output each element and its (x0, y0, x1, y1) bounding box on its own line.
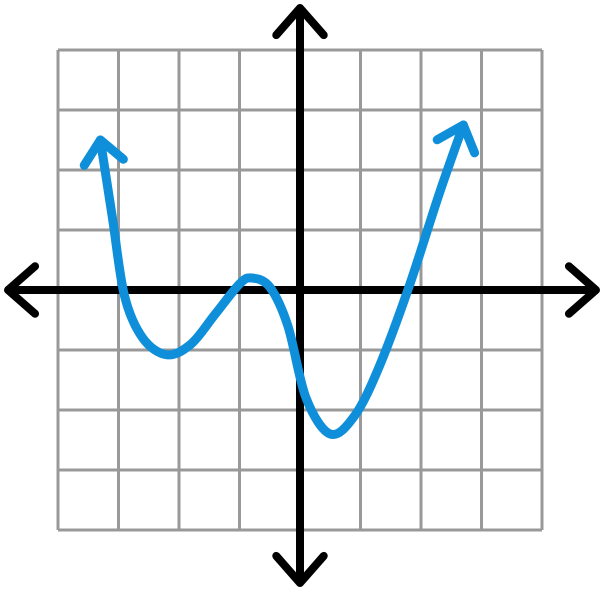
axis-arrow (272, 551, 328, 587)
axis-arrow (4, 262, 40, 318)
curve-arrow (432, 120, 480, 158)
curve (95, 120, 468, 439)
axis-arrow (564, 262, 600, 318)
axis-arrow (272, 4, 328, 40)
curve-arrow (79, 135, 128, 170)
axes (4, 4, 600, 587)
plot (79, 120, 480, 439)
